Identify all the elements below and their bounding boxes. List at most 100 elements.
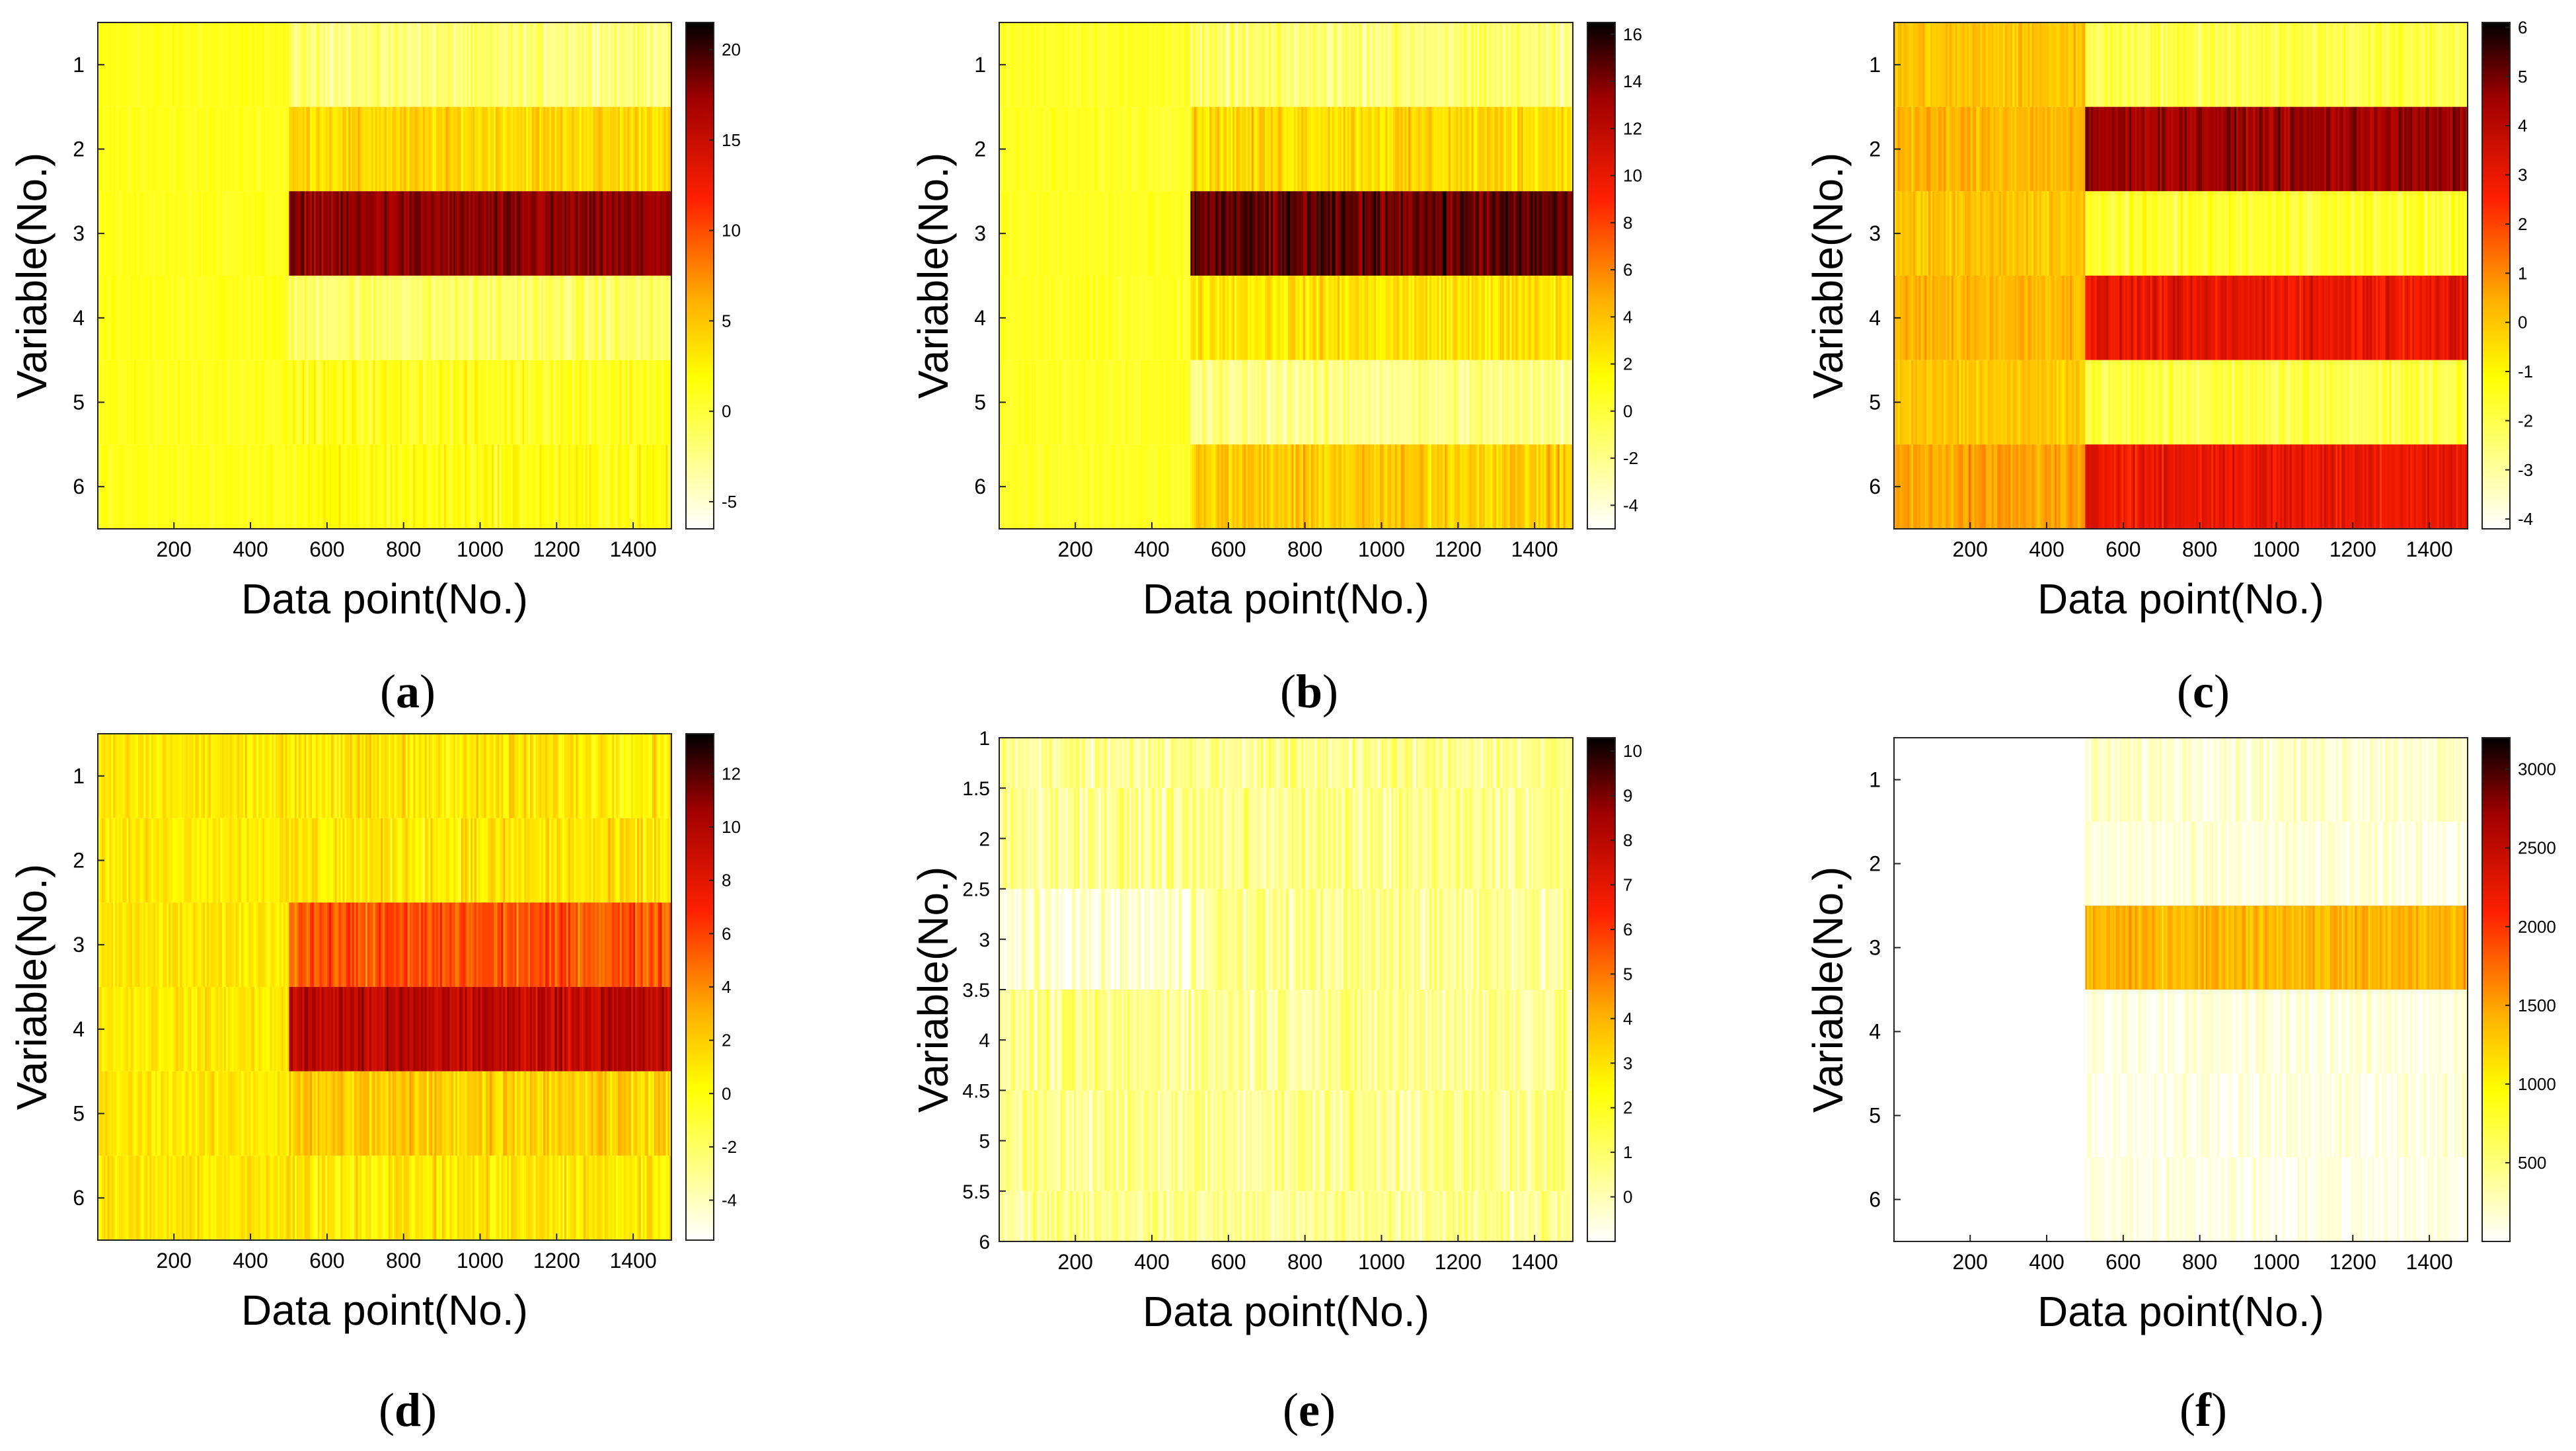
heatmap-cell — [1282, 276, 1285, 360]
heatmap-cell — [537, 106, 540, 192]
heatmap-cell — [635, 106, 638, 192]
heatmap-cell — [1427, 106, 1430, 192]
heatmap-cell — [270, 444, 272, 529]
heatmap-cell — [507, 444, 510, 529]
heatmap-cell — [1341, 191, 1344, 276]
heatmap-cell — [218, 276, 221, 360]
heatmap-cell — [1389, 22, 1392, 107]
heatmap-cell — [1505, 106, 1509, 192]
heatmap-cell — [1328, 22, 1331, 107]
heatmap-cell — [2337, 106, 2340, 192]
heatmap-cell — [1534, 22, 1537, 107]
heatmap-cell — [417, 22, 420, 107]
heatmap-cell — [2215, 191, 2218, 276]
heatmap-cell — [558, 360, 561, 445]
heatmap-cell — [1978, 360, 1981, 445]
heatmap-cell — [388, 276, 391, 360]
heatmap-cell — [1308, 276, 1312, 360]
heatmap-cell — [2029, 106, 2032, 192]
heatmap-cell — [1232, 444, 1235, 529]
heatmap-cell — [627, 22, 630, 107]
heatmap-cell — [1443, 22, 1445, 107]
heatmap-cell — [1550, 444, 1552, 529]
heatmap-cell — [482, 360, 485, 445]
heatmap-cell — [2446, 276, 2449, 360]
heatmap-cell — [300, 360, 303, 445]
heatmap-cell — [1165, 276, 1168, 360]
heatmap-cell — [1137, 22, 1139, 107]
heatmap-cell — [459, 444, 462, 529]
heatmap-cell — [610, 276, 613, 360]
heatmap-cell — [1098, 106, 1101, 192]
heatmap-cell — [163, 106, 165, 192]
heatmap-cell — [595, 276, 597, 360]
heatmap-cell — [1469, 22, 1472, 107]
heatmap-cell — [141, 360, 145, 445]
heatmap-cell — [529, 191, 533, 276]
heatmap-cell — [2072, 22, 2074, 107]
heatmap-cell — [1131, 106, 1134, 192]
heatmap-cell — [1374, 191, 1377, 276]
heatmap-cell — [135, 444, 139, 529]
heatmap-cell — [541, 106, 544, 192]
heatmap-cell — [652, 276, 655, 360]
heatmap-cell — [2001, 360, 2004, 445]
heatmap-cell — [199, 444, 202, 529]
heatmap-cell — [1037, 276, 1040, 360]
heatmap-cell — [385, 276, 387, 360]
heatmap-cell — [1085, 22, 1088, 107]
heatmap-cell — [441, 22, 445, 107]
heatmap-cell — [1332, 106, 1334, 192]
heatmap-cell — [1137, 360, 1139, 445]
heatmap-cell — [1219, 276, 1222, 360]
heatmap-cell — [358, 106, 360, 192]
heatmap-cell — [2240, 276, 2243, 360]
heatmap-cell — [130, 276, 133, 360]
heatmap-cell — [1062, 360, 1065, 445]
heatmap-cell — [302, 191, 305, 276]
heatmap-cell — [1402, 444, 1405, 529]
heatmap-cell — [268, 276, 270, 360]
heatmap-cell — [1458, 106, 1460, 192]
heatmap-cell — [201, 360, 204, 445]
heatmap-cell — [2070, 22, 2072, 107]
heatmap-cell — [1423, 106, 1426, 192]
heatmap-cell — [1391, 276, 1394, 360]
heatmap-cell — [1379, 106, 1383, 192]
heatmap-cell — [1026, 444, 1028, 529]
heatmap-cell — [296, 106, 299, 192]
heatmap-cell — [1066, 22, 1069, 107]
heatmap-cell — [350, 444, 353, 529]
heatmap-cell — [1106, 106, 1109, 192]
heatmap-cell — [1229, 360, 1231, 445]
heatmap-cell — [2368, 106, 2371, 192]
heatmap-cell — [1330, 106, 1333, 192]
heatmap-cell — [1930, 191, 1933, 276]
heatmap-cell — [1234, 360, 1237, 445]
heatmap-cell — [1006, 106, 1010, 192]
heatmap-cell — [1301, 444, 1304, 529]
heatmap-cell — [1314, 22, 1317, 107]
heatmap-cell — [2236, 276, 2239, 360]
heatmap-cell — [118, 276, 122, 360]
heatmap-cell — [1039, 191, 1042, 276]
heatmap-cell — [1073, 191, 1077, 276]
heatmap-cell — [556, 106, 559, 192]
heatmap-cell — [2391, 191, 2394, 276]
heatmap-cell — [1391, 22, 1394, 107]
heatmap-cell — [266, 360, 269, 445]
heatmap-cell — [600, 360, 603, 445]
heatmap-cell — [2252, 22, 2254, 107]
heatmap-cell — [2167, 276, 2170, 360]
heatmap-cell — [270, 276, 272, 360]
heatmap-cell — [2267, 276, 2269, 360]
heatmap-cell — [1192, 22, 1195, 107]
heatmap-cell — [2396, 106, 2400, 192]
heatmap-cell — [2372, 22, 2374, 107]
heatmap-cell — [1171, 360, 1174, 445]
heatmap-cell — [2383, 191, 2386, 276]
heatmap-cell — [2194, 106, 2197, 192]
heatmap-cell — [492, 191, 494, 276]
heatmap-cell — [1141, 360, 1143, 445]
heatmap-cell — [432, 276, 435, 360]
